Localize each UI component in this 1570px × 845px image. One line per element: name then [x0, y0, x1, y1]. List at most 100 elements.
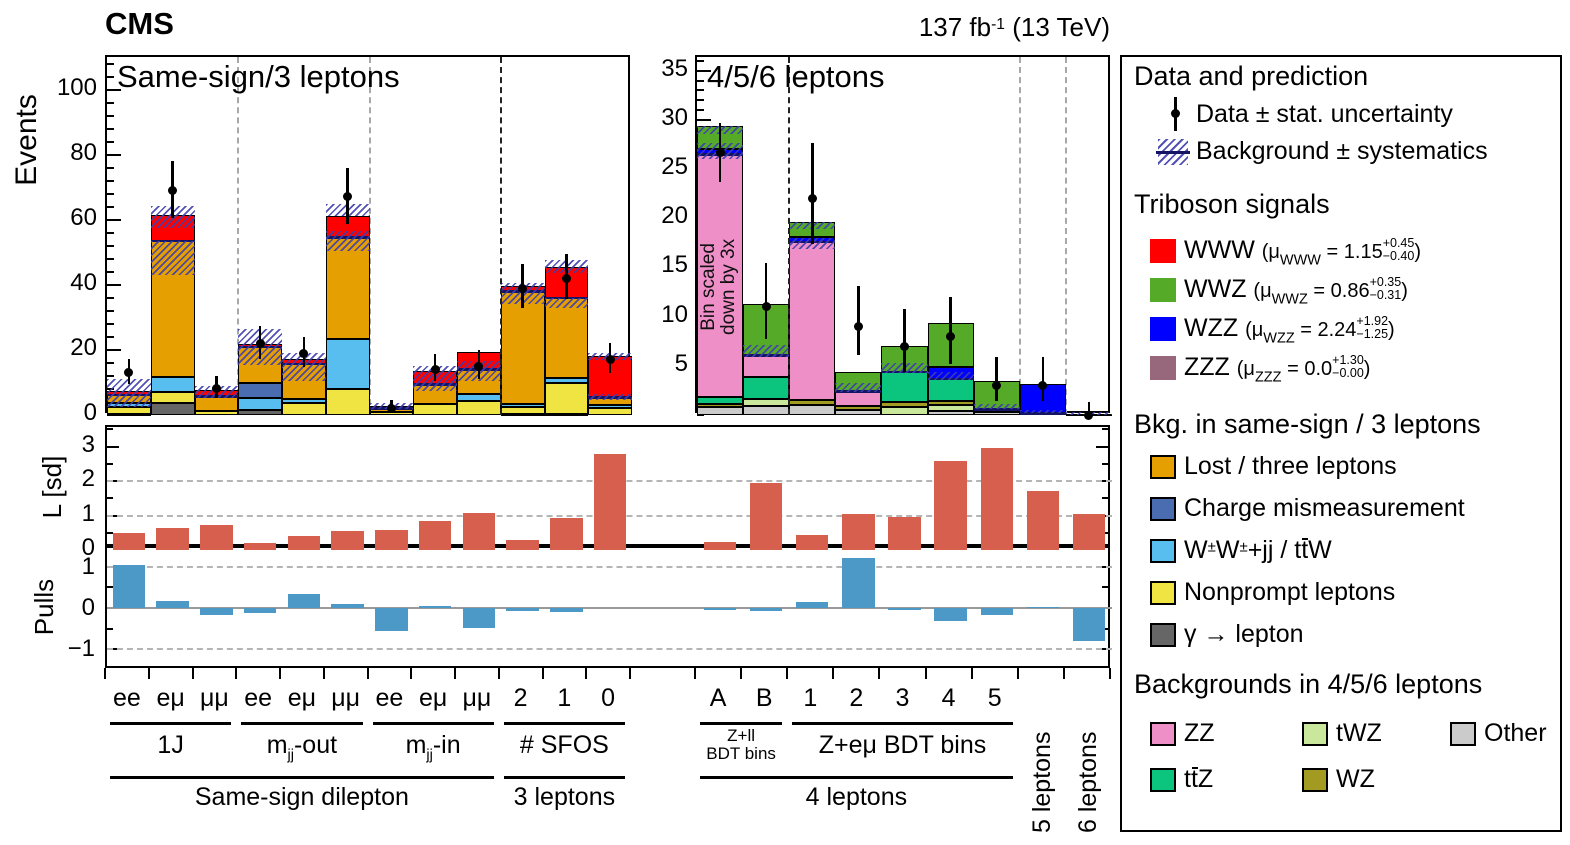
region-underline [503, 776, 625, 779]
color-swatch-icon [1150, 497, 1176, 521]
stack-segment-wz [881, 402, 928, 408]
x-edge-tick [279, 668, 281, 679]
group-label: 1J [157, 731, 184, 759]
group-separator [788, 57, 791, 415]
panel-lsd [105, 425, 1112, 551]
x-edge-tick [1062, 668, 1065, 679]
data-point [474, 361, 484, 371]
y-minor-tick [107, 179, 114, 182]
y-tick-label: 20 [70, 333, 97, 361]
color-swatch-icon [1150, 768, 1176, 792]
group-underline [700, 722, 783, 725]
legend-item-label: Lost / three leptons [1184, 452, 1397, 480]
y-minor-tick [107, 101, 114, 104]
ratio-bar [112, 532, 146, 550]
x-edge-tick [366, 668, 369, 679]
ratio-bar [934, 608, 967, 621]
y-minor-tick [107, 428, 113, 431]
x-edge-tick [235, 668, 238, 679]
data-marker-icon [1170, 109, 1180, 118]
data-point [761, 302, 771, 312]
y-minor-tick [107, 322, 114, 325]
data-point [807, 194, 817, 204]
color-swatch-icon [1150, 539, 1176, 563]
stack-segment-nonprompt [150, 391, 195, 403]
group-underline [110, 722, 232, 725]
y-minor-tick [107, 497, 113, 500]
stack-segment-wz [789, 400, 836, 406]
ratio-bar [331, 531, 364, 550]
y-minor-tick [1102, 428, 1108, 431]
stack-segment-twz [743, 399, 790, 407]
y-tick-label: 0 [81, 594, 95, 621]
y-major-tick [697, 69, 711, 72]
y-tick-label: 60 [70, 203, 97, 231]
ratio-bar [506, 608, 539, 611]
bin-label: μμ [462, 684, 492, 712]
y-tick-label: 20 [661, 202, 688, 230]
y-tick-label: 80 [70, 138, 97, 166]
data-point [168, 185, 178, 195]
y-minor-tick [107, 127, 114, 130]
experiment-label: CMS [105, 6, 174, 41]
region-label: Same-sign dilepton [194, 783, 409, 811]
ratio-bar [375, 608, 408, 631]
color-swatch-icon [1150, 455, 1176, 479]
ratio-bar [934, 461, 967, 550]
stack-segment-gamma [150, 402, 195, 415]
data-error-bar [810, 142, 814, 244]
ratio-bar [200, 525, 233, 550]
stack-segment-gamma [500, 413, 545, 416]
stack-segment-lost [500, 291, 545, 405]
x-edge-tick [629, 668, 631, 679]
y-tick-label: 35 [661, 54, 688, 82]
ratio-bar [506, 539, 539, 550]
y-minor-tick [107, 309, 114, 312]
panel-title: 4/5/6 leptons [707, 59, 885, 94]
gridline [107, 648, 1112, 651]
data-point [299, 348, 309, 358]
y-minor-tick [107, 531, 113, 534]
y-minor-tick [107, 627, 113, 630]
ratio-bar [1072, 513, 1106, 550]
stack-segment-gamma [107, 413, 151, 416]
stack-segment-wwjj [282, 399, 326, 403]
data-point [561, 273, 571, 283]
y-minor-tick [107, 335, 114, 338]
x-edge-tick [786, 668, 789, 679]
gridline [107, 565, 1112, 568]
y-minor-tick [107, 231, 114, 234]
y-tick-label: 1 [81, 552, 95, 580]
panel-456-leptons: 4/5/6 leptons Bin scaled down by 3x [695, 55, 1112, 420]
stack-segment-nonprompt [544, 383, 589, 414]
region-label: 3 leptons [513, 783, 616, 811]
x-edge-tick [740, 668, 743, 679]
legend-item-label: Nonprompt leptons [1184, 578, 1396, 606]
group-underline [241, 722, 363, 725]
data-point [1038, 380, 1048, 390]
bin-label-rotated: 5 leptons [1027, 731, 1056, 833]
stack-segment-nonprompt [413, 403, 457, 415]
ratio-bar [842, 514, 875, 550]
bin-label: 4 [941, 684, 956, 712]
y-tick-label: 10 [661, 300, 688, 328]
ratio-bar [112, 564, 146, 608]
mu-uncertainty: +1.30 −0.00 [1332, 353, 1364, 380]
ratio-bar [703, 608, 737, 611]
group-underline [372, 722, 494, 725]
data-error-bar [949, 296, 952, 364]
y-minor-tick [107, 361, 114, 364]
x-edge-tick [497, 668, 500, 679]
data-point [255, 338, 265, 348]
stack-segment-nonprompt [588, 408, 632, 415]
color-swatch-icon [1150, 623, 1176, 647]
stack-segment-other [743, 406, 790, 415]
color-swatch-icon [1150, 581, 1176, 605]
ratio-bar [1026, 606, 1060, 608]
bin-label: A [709, 684, 727, 712]
color-swatch-icon [1150, 278, 1176, 302]
ratio-bar [200, 608, 233, 615]
bin-label: ee [244, 684, 273, 712]
color-swatch-icon [1150, 356, 1176, 380]
y-tick-label: 1 [81, 499, 95, 527]
